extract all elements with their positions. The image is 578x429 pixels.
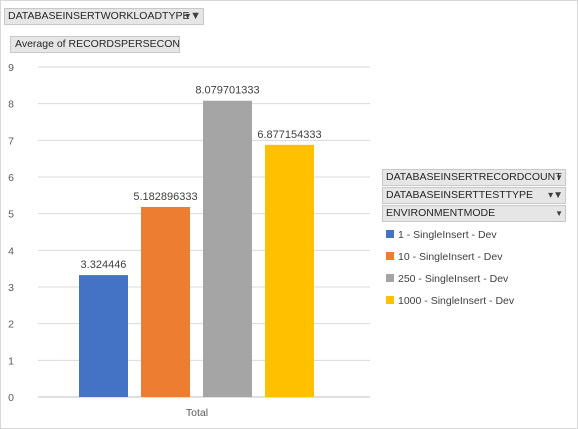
legend-item-label: 250 - SingleInsert - Dev bbox=[398, 273, 509, 285]
legend-swatch bbox=[386, 296, 394, 304]
x-category-label: Total bbox=[186, 407, 208, 419]
y-tick-label: 4 bbox=[8, 245, 14, 257]
y-tick-label: 3 bbox=[8, 282, 14, 294]
legend-field-recordcount[interactable]: DATABASEINSERTRECORDCOUNT ▼ bbox=[382, 169, 566, 186]
bar[interactable] bbox=[141, 206, 190, 397]
legend-item-label: 1000 - SingleInsert - Dev bbox=[398, 295, 515, 307]
legend-item: 250 - SingleInsert - Dev bbox=[386, 273, 508, 285]
bar[interactable] bbox=[265, 144, 314, 397]
y-axis-ticks: 0 1 2 3 4 5 6 7 8 9 bbox=[8, 62, 14, 404]
legend-item-label: 10 - SingleInsert - Dev bbox=[398, 251, 503, 263]
y-tick-label: 9 bbox=[8, 62, 14, 74]
legend-swatch bbox=[386, 230, 394, 238]
value-field-button[interactable]: Average of RECORDSPERSECOND bbox=[10, 36, 180, 53]
y-tick-label: 5 bbox=[8, 209, 14, 221]
value-field-label: Average of RECORDSPERSECOND bbox=[15, 38, 180, 50]
y-tick-label: 2 bbox=[8, 319, 14, 331]
filter-field-button[interactable]: DATABASEINSERTWORKLOADTYPE ▾▼ bbox=[4, 8, 204, 25]
y-tick-label: 0 bbox=[8, 392, 14, 404]
bar-data-label: 3.324446 bbox=[81, 259, 127, 271]
legend-field-label: ENVIRONMENTMODE bbox=[386, 207, 496, 219]
dropdown-arrow-icon[interactable]: ▼ bbox=[555, 173, 563, 182]
filter-field-label: DATABASEINSERTWORKLOADTYPE bbox=[8, 10, 190, 22]
legend-swatch bbox=[386, 274, 394, 282]
bars bbox=[79, 100, 314, 397]
funnel-filter-icon: ▼ bbox=[190, 10, 201, 22]
legend-item-label: 1 - SingleInsert - Dev bbox=[398, 229, 497, 241]
legend-field-testtype[interactable]: DATABASEINSERTTESTTYPE ▾▼ bbox=[382, 187, 566, 204]
dropdown-arrow-icon[interactable]: ▼ bbox=[555, 209, 563, 218]
legend-item: 10 - SingleInsert - Dev bbox=[386, 251, 502, 263]
y-tick-label: 8 bbox=[8, 99, 14, 111]
bar-data-label: 8.079701333 bbox=[195, 85, 259, 97]
bar[interactable] bbox=[203, 100, 252, 397]
y-tick-label: 7 bbox=[8, 135, 14, 147]
legend-field-environmentmode[interactable]: ENVIRONMENTMODE ▼ bbox=[382, 205, 566, 222]
legend-field-label: DATABASEINSERTRECORDCOUNT bbox=[386, 171, 562, 183]
legend-field-label: DATABASEINSERTTESTTYPE bbox=[386, 189, 534, 201]
y-tick-label: 6 bbox=[8, 172, 14, 184]
legend-item: 1 - SingleInsert - Dev bbox=[386, 229, 497, 241]
legend-item: 1000 - SingleInsert - Dev bbox=[386, 295, 514, 307]
legend-swatch bbox=[386, 252, 394, 260]
bar-data-label: 6.877154333 bbox=[257, 129, 321, 141]
funnel-filter-icon[interactable]: ▾▼ bbox=[548, 190, 563, 201]
filter-dropdown-icon[interactable]: ▾▼ bbox=[185, 10, 201, 22]
y-tick-label: 1 bbox=[8, 355, 14, 367]
bar[interactable] bbox=[79, 275, 128, 397]
bar-data-label: 5.182896333 bbox=[133, 191, 197, 203]
data-labels: 3.324446 5.182896333 8.079701333 6.87715433… bbox=[81, 85, 322, 271]
